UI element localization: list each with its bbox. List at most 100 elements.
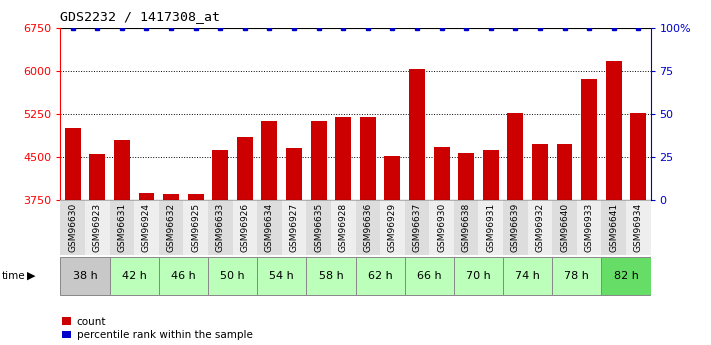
Text: GSM96641: GSM96641 [609,203,618,252]
Legend: count, percentile rank within the sample: count, percentile rank within the sample [62,317,252,340]
Bar [626,200,651,255]
Bar [208,200,232,255]
Bar [60,257,109,295]
Bar [552,257,602,295]
Bar [479,200,503,255]
Bar [282,200,306,255]
Text: ▶: ▶ [27,271,36,281]
Text: 74 h: 74 h [515,271,540,281]
Bar [306,257,356,295]
Bar [434,147,449,200]
Bar [335,117,351,200]
Text: time: time [1,271,25,281]
Bar [237,137,253,200]
Bar [257,200,282,255]
Bar [306,200,331,255]
Bar [208,257,257,295]
Bar [134,200,159,255]
Bar [602,257,651,295]
Bar [380,200,405,255]
Bar [360,117,376,200]
Text: GSM96931: GSM96931 [486,203,496,252]
Text: GSM96631: GSM96631 [117,203,127,252]
Bar [577,200,602,255]
Text: 62 h: 62 h [368,271,392,281]
Bar [454,257,503,295]
Text: GSM96928: GSM96928 [338,203,348,252]
Text: GSM96925: GSM96925 [191,203,201,252]
Bar [109,257,159,295]
Text: 42 h: 42 h [122,271,146,281]
Bar [528,200,552,255]
Bar [458,153,474,200]
Bar [139,193,154,200]
Bar [503,257,552,295]
Bar [65,128,81,200]
Bar [356,257,405,295]
Text: GSM96636: GSM96636 [363,203,373,252]
Bar [405,257,454,295]
Bar [257,257,306,295]
Text: GSM96926: GSM96926 [240,203,250,252]
Bar [508,113,523,200]
Bar [188,194,203,200]
Bar [311,121,326,200]
Bar [483,150,498,200]
Bar [552,200,577,255]
Text: GSM96923: GSM96923 [93,203,102,252]
Bar [90,154,105,200]
Text: GSM96634: GSM96634 [265,203,274,252]
Bar [60,200,85,255]
Bar [213,149,228,200]
Bar [606,61,621,200]
Bar [109,200,134,255]
Bar [385,156,400,200]
Bar [503,200,528,255]
Bar [409,69,425,200]
Bar [159,257,208,295]
Text: GSM96632: GSM96632 [166,203,176,252]
Text: GSM96633: GSM96633 [215,203,225,252]
Text: GSM96637: GSM96637 [412,203,422,252]
Text: GSM96932: GSM96932 [535,203,545,252]
Text: GSM96929: GSM96929 [388,203,397,252]
Text: 38 h: 38 h [73,271,97,281]
Bar [85,200,109,255]
Bar [602,200,626,255]
Text: GSM96930: GSM96930 [437,203,446,252]
Bar [262,121,277,200]
Text: GSM96638: GSM96638 [461,203,471,252]
Text: 82 h: 82 h [614,271,638,281]
Text: GSM96635: GSM96635 [314,203,323,252]
Bar [183,200,208,255]
Bar [405,200,429,255]
Text: GDS2232 / 1417308_at: GDS2232 / 1417308_at [60,10,220,23]
Bar [557,144,572,200]
Bar [630,113,646,200]
Text: 58 h: 58 h [319,271,343,281]
Text: 78 h: 78 h [565,271,589,281]
Text: 70 h: 70 h [466,271,491,281]
Text: GSM96934: GSM96934 [634,203,643,252]
Bar [331,200,356,255]
Text: GSM96933: GSM96933 [584,203,594,252]
Text: 46 h: 46 h [171,271,196,281]
Bar [532,144,548,200]
Text: GSM96639: GSM96639 [510,203,520,252]
Bar [159,200,183,255]
Bar [356,200,380,255]
Text: GSM96927: GSM96927 [289,203,299,252]
Bar [581,79,597,200]
Text: 54 h: 54 h [269,271,294,281]
Text: 66 h: 66 h [417,271,442,281]
Text: GSM96630: GSM96630 [68,203,77,252]
Text: GSM96924: GSM96924 [142,203,151,252]
Bar [232,200,257,255]
Bar [163,194,179,200]
Bar [114,140,130,200]
Text: GSM96640: GSM96640 [560,203,569,252]
Bar [454,200,479,255]
Bar [286,148,302,200]
Bar [429,200,454,255]
Text: 50 h: 50 h [220,271,245,281]
